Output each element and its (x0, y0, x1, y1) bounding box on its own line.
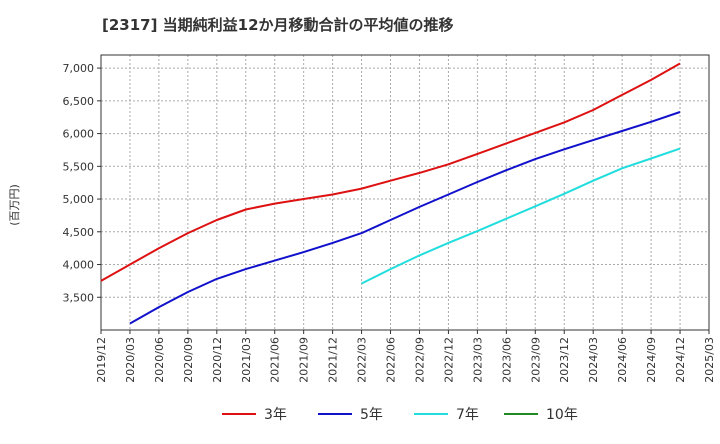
x-tick-label: 2023/12 (558, 337, 571, 383)
x-tick-label: 2019/12 (95, 337, 108, 383)
y-axis: 3,500 4,000 4,500 5,000 5,500 6,000 6,500 7,000 (63, 62, 101, 304)
x-tick-label: 2022/09 (413, 337, 426, 383)
x-tick-label: 2023/03 (471, 337, 484, 383)
y-tick-label: 6,500 (63, 95, 95, 108)
y-tick-label: 5,500 (63, 160, 95, 173)
series-group (100, 62, 681, 325)
x-tick-label: 2021/03 (240, 337, 253, 383)
series-line-5年 (129, 111, 681, 325)
legend-label: 5年 (360, 407, 383, 423)
x-tick-label: 2022/06 (385, 337, 398, 383)
x-tick-label: 2020/03 (124, 337, 137, 383)
chart-title: [2317] 当期純利益12か月移動合計の平均値の推移 (102, 16, 454, 34)
x-tick-label: 2022/12 (442, 337, 455, 383)
x-tick-label: 2025/03 (703, 337, 716, 383)
legend-label: 10年 (546, 407, 578, 423)
x-tick-label: 2023/09 (529, 337, 542, 383)
x-tick-label: 2021/09 (298, 337, 311, 383)
plot-area (100, 54, 710, 331)
y-tick-label: 5,000 (63, 193, 95, 206)
y-tick-label: 7,000 (63, 62, 95, 75)
x-tick-label: 2023/06 (500, 337, 513, 383)
x-tick-label: 2020/09 (182, 337, 195, 383)
legend-label: 7年 (456, 407, 479, 423)
legend-label: 3年 (264, 407, 287, 423)
x-tick-label: 2022/03 (356, 337, 369, 383)
x-tick-label: 2020/12 (211, 337, 224, 383)
x-tick-label: 2021/06 (269, 337, 282, 383)
y-tick-label: 3,500 (63, 291, 95, 304)
x-tick-label: 2024/03 (587, 337, 600, 383)
grid (101, 55, 709, 330)
series-line-3年 (100, 62, 681, 282)
x-tick-label: 2024/12 (674, 337, 687, 383)
y-axis-label: (百万円) (8, 184, 21, 226)
x-tick-label: 2024/09 (645, 337, 658, 383)
y-tick-label: 4,500 (63, 226, 95, 239)
x-axis: 2019/12 2020/03 2020/06 2020/09 2020/12 2021/… (95, 330, 716, 383)
x-tick-label: 2024/06 (616, 337, 629, 383)
series-line-7年 (361, 147, 681, 285)
y-tick-label: 6,000 (63, 128, 95, 141)
y-tick-label: 4,000 (63, 259, 95, 272)
x-tick-label: 2020/06 (153, 337, 166, 383)
legend: 3年 5年 7年 10年 (222, 407, 578, 423)
x-tick-label: 2021/12 (327, 337, 340, 383)
